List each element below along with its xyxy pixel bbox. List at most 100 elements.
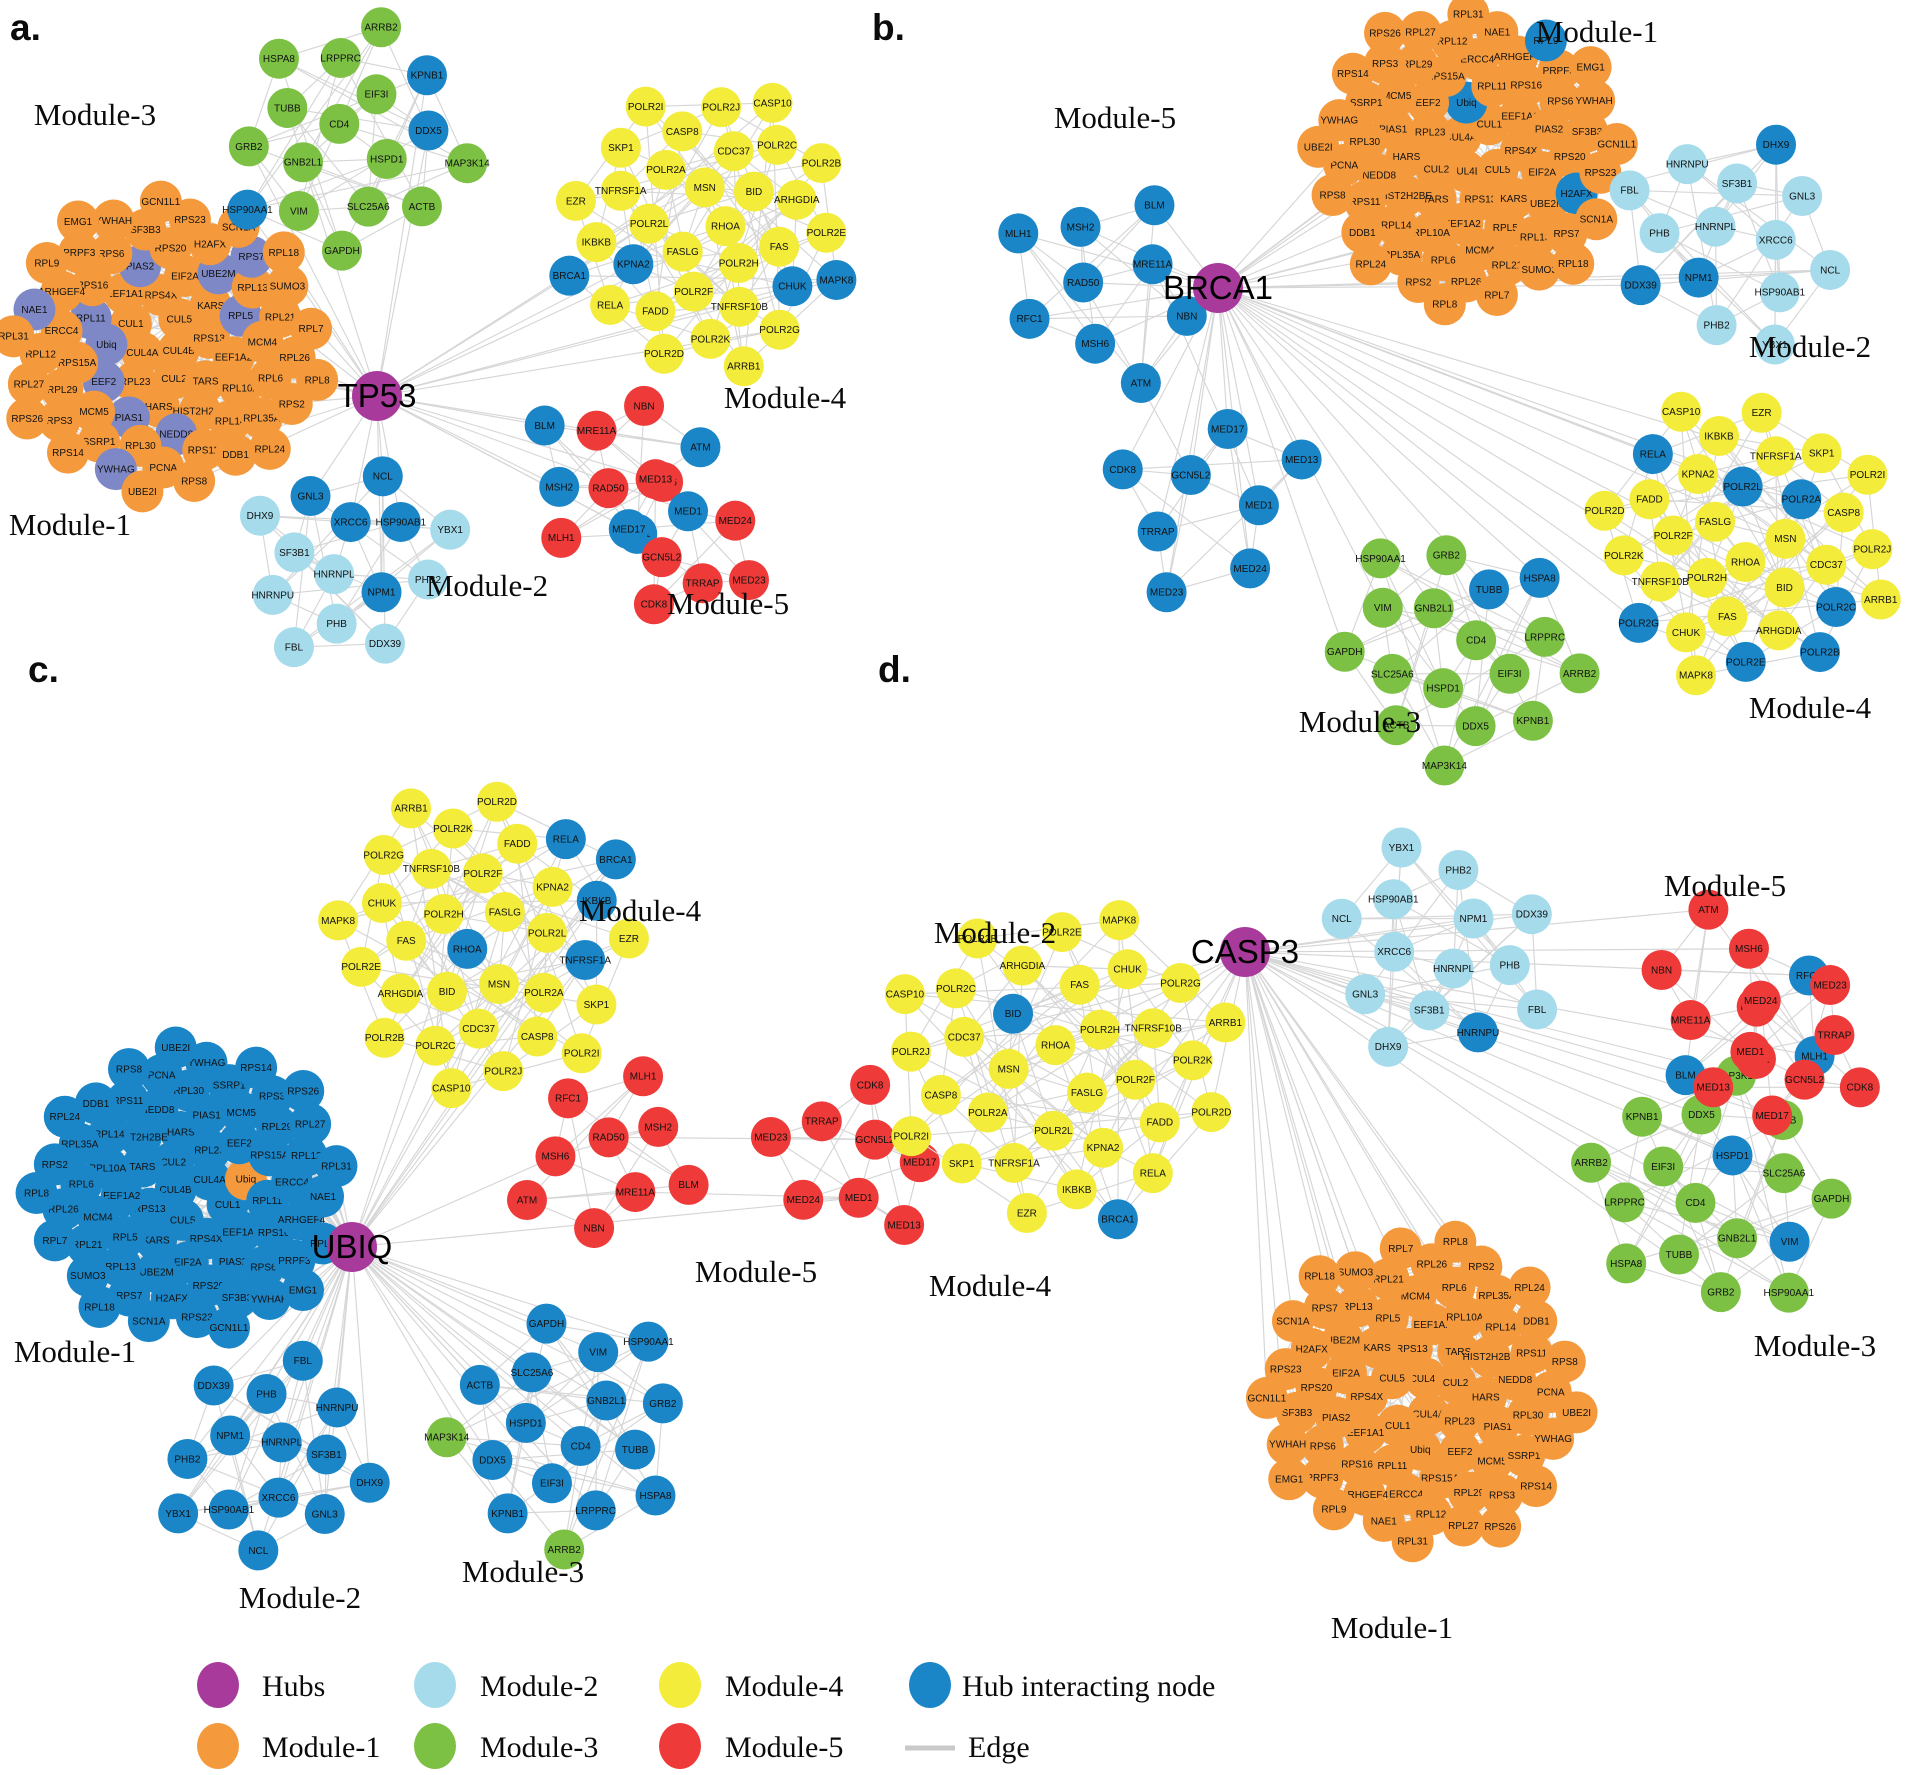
node-RPL14[interactable] [1479, 1305, 1522, 1348]
node-CHUK[interactable] [772, 266, 813, 307]
node-TRRAP[interactable] [1137, 511, 1178, 552]
node-RHOA[interactable] [447, 928, 488, 969]
node-RPS11[interactable] [1510, 1331, 1553, 1374]
node-RPL8[interactable] [15, 1172, 58, 1215]
node-RPL18[interactable] [1298, 1255, 1341, 1298]
node-POLR2B[interactable] [957, 918, 998, 959]
node-POLR2I[interactable] [891, 1116, 932, 1157]
node-POLR2C[interactable] [757, 124, 798, 165]
hub-node-UBIQ[interactable] [327, 1222, 377, 1272]
node-POLR2G[interactable] [1618, 602, 1659, 643]
node-TNFRSF10B[interactable] [719, 286, 760, 327]
node-EIF3I[interactable] [1643, 1146, 1684, 1187]
node-CDC37[interactable] [1806, 544, 1847, 585]
node-POLR2D[interactable] [477, 781, 518, 822]
node-EMG1[interactable] [1268, 1458, 1311, 1501]
node-TNFRSF1A[interactable] [1755, 436, 1796, 477]
node-MSH2[interactable] [1060, 206, 1101, 247]
node-NPM1[interactable] [1453, 898, 1494, 939]
node-POLR2H[interactable] [718, 242, 759, 283]
node-DDB1[interactable] [1341, 211, 1384, 254]
node-LRPPRC[interactable] [1604, 1182, 1645, 1223]
node-CASP8[interactable] [1823, 492, 1864, 533]
node-GCN5L2[interactable] [641, 537, 682, 578]
hub-node-TP53[interactable] [352, 371, 402, 421]
node-SF3B1[interactable] [306, 1434, 347, 1475]
node-YBX1[interactable] [1381, 827, 1422, 868]
node-VIM[interactable] [1769, 1221, 1810, 1262]
node-MED24[interactable] [1230, 548, 1271, 589]
node-RPS26[interactable] [1364, 11, 1407, 54]
node-POLR2F[interactable] [1115, 1059, 1156, 1100]
node-UBE2I[interactable] [1297, 125, 1340, 168]
node-CASP8[interactable] [920, 1074, 961, 1115]
node-DHX9[interactable] [239, 495, 280, 536]
node-TUBB[interactable] [615, 1429, 656, 1470]
node-POLR2D[interactable] [1191, 1092, 1232, 1133]
node-POLR2J[interactable] [890, 1031, 931, 1072]
node-RAD50[interactable] [588, 1117, 629, 1158]
node-RPL29[interactable] [41, 368, 84, 411]
node-POLR2I[interactable] [625, 86, 666, 127]
node-MAP3K14[interactable] [1424, 745, 1465, 786]
node-RPL7[interactable] [33, 1219, 76, 1262]
node-RPS14[interactable] [1515, 1465, 1558, 1508]
node-BID[interactable] [733, 171, 774, 212]
node-RPS14[interactable] [1331, 52, 1374, 95]
node-ACTB[interactable] [401, 186, 442, 227]
node-MSN[interactable] [1765, 518, 1806, 559]
node-RPL29[interactable] [1447, 1471, 1490, 1514]
node-BID[interactable] [427, 971, 468, 1012]
node-XRCC6[interactable] [330, 502, 371, 543]
node-GRB2[interactable] [642, 1383, 683, 1424]
node-GNB2L1[interactable] [283, 142, 324, 183]
node-FASLG[interactable] [484, 892, 525, 933]
node-DHX9[interactable] [1368, 1026, 1409, 1067]
node-RPL8[interactable] [296, 358, 339, 401]
node-ARRB1[interactable] [1205, 1002, 1246, 1043]
node-FASLG[interactable] [1067, 1072, 1108, 1113]
node-POLR2I[interactable] [561, 1033, 602, 1074]
node-HSP90AA1[interactable] [1360, 538, 1401, 579]
node-RPS8[interactable] [1543, 1340, 1586, 1383]
node-VIM[interactable] [578, 1332, 619, 1373]
node-POLR2L[interactable] [1033, 1110, 1074, 1151]
hub-node-BRCA1[interactable] [1193, 263, 1243, 313]
node-BRCA1[interactable] [595, 839, 636, 880]
node-CDK8[interactable] [1102, 449, 1143, 490]
node-DDB1[interactable] [1515, 1300, 1558, 1343]
node-POLR2E[interactable] [806, 212, 847, 253]
node-CASP10[interactable] [752, 82, 793, 123]
node-VIM[interactable] [278, 191, 319, 232]
node-HNRNPL[interactable] [261, 1422, 302, 1463]
node-FADD[interactable] [635, 291, 676, 332]
node-GRB2[interactable] [1426, 535, 1467, 576]
node-SF3B1[interactable] [274, 532, 315, 573]
node-RPS14[interactable] [46, 431, 89, 474]
node-VIM[interactable] [1362, 587, 1403, 628]
node-MLH1[interactable] [998, 213, 1039, 254]
node-MED23[interactable] [728, 560, 769, 601]
node-POLR2C[interactable] [1816, 587, 1857, 628]
node-MED13[interactable] [1281, 439, 1322, 480]
node-MED1[interactable] [838, 1177, 879, 1218]
node-CD4[interactable] [1456, 620, 1497, 661]
node-GAPDH[interactable] [321, 230, 362, 271]
node-MRE11A[interactable] [576, 410, 617, 451]
node-GNL3[interactable] [290, 476, 331, 517]
node-POLR2K[interactable] [432, 808, 473, 849]
node-GAPDH[interactable] [526, 1303, 567, 1344]
node-PHB[interactable] [246, 1373, 287, 1414]
node-SKP1[interactable] [941, 1143, 982, 1184]
node-RPL9[interactable] [1524, 19, 1567, 62]
node-RPL8[interactable] [1434, 1220, 1477, 1263]
node-RPL24[interactable] [43, 1095, 86, 1138]
node-MSH6[interactable] [1075, 323, 1116, 364]
node-ATM[interactable] [1688, 889, 1729, 930]
node-TNFRSF10B[interactable] [1133, 1008, 1174, 1049]
node-GNL3[interactable] [1782, 175, 1823, 216]
node-TRRAP[interactable] [682, 563, 723, 604]
node-IKBKB[interactable] [576, 222, 617, 263]
node-POLR2C[interactable] [935, 968, 976, 1009]
node-HNRNPL[interactable] [1695, 206, 1736, 247]
